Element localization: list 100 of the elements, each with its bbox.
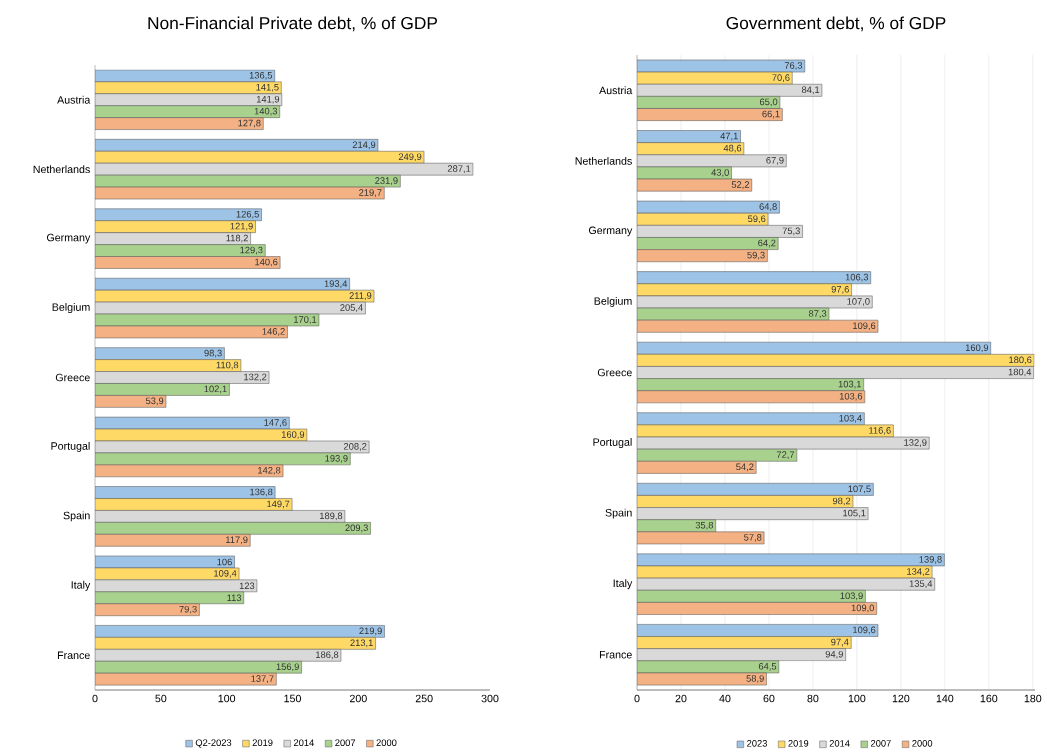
data-label: 156,9 (276, 663, 299, 672)
data-label: 53,9 (145, 397, 164, 406)
data-label: 75,3 (782, 227, 800, 236)
data-label: 59,6 (748, 215, 766, 224)
x-tick-label: 40 (719, 694, 731, 703)
data-label: 79,3 (179, 605, 197, 614)
data-label: 47,1 (720, 132, 738, 141)
data-label: 211,9 (349, 292, 372, 301)
x-tick-label: 300 (481, 694, 499, 703)
data-label: 70,6 (772, 74, 790, 83)
data-label: 132,2 (244, 373, 267, 382)
data-label: 64,8 (759, 203, 777, 212)
data-label: 136,5 (249, 72, 273, 80)
bar (95, 220, 256, 233)
y-tick-label: Greece (55, 373, 90, 382)
data-label: 149,7 (267, 500, 290, 509)
data-label: 193,9 (325, 455, 348, 463)
data-label: 214,9 (352, 141, 376, 150)
data-label: 103,6 (839, 392, 863, 401)
x-tick-label: 100 (848, 694, 866, 703)
x-tick-label: 0 (92, 694, 98, 703)
data-label: 141,5 (256, 84, 279, 92)
y-tick-label: Germany (46, 233, 91, 244)
data-label: 103,1 (838, 380, 861, 389)
bar (95, 672, 277, 686)
data-label: 97,6 (831, 286, 849, 294)
data-label: 135,4 (909, 580, 933, 589)
y-tick-label: France (599, 651, 632, 659)
legend-label: 2000 (912, 740, 933, 747)
data-label: 109,0 (851, 604, 875, 613)
data-label: 160,9 (965, 344, 989, 353)
data-label: 189,8 (319, 512, 343, 521)
data-label: 52,2 (731, 181, 750, 190)
data-label: 58,9 (746, 675, 764, 683)
bar (95, 534, 251, 547)
data-label: 109,4 (214, 570, 237, 578)
y-tick-label: Italy (613, 579, 633, 590)
data-label: 146,2 (262, 328, 285, 336)
data-label: 109,6 (853, 626, 876, 635)
x-tick-label: 0 (634, 694, 640, 703)
x-tick-label: 50 (155, 694, 167, 703)
data-label: 132,9 (904, 439, 927, 447)
data-label: 57,8 (744, 534, 762, 542)
x-tick-label: 20 (675, 694, 687, 703)
y-tick-label: Austria (599, 86, 633, 95)
data-label: 102,1 (204, 385, 227, 394)
x-tick-label: 180 (1024, 694, 1042, 703)
y-tick-label: Germany (588, 226, 633, 237)
data-label: 117,9 (226, 536, 248, 545)
data-label: 142,8 (258, 467, 281, 475)
data-label: 76,3 (784, 62, 803, 70)
data-label: 65,0 (759, 98, 778, 107)
data-label: 106,3 (845, 273, 869, 282)
chart-title: Non-Financial Private debt, % of GDP (148, 16, 438, 32)
x-tick-label: 150 (284, 694, 301, 703)
data-label: 140,6 (255, 258, 278, 267)
chart-title: Government debt, % of GDP (726, 16, 946, 32)
bar (95, 510, 346, 523)
data-label: 147,6 (264, 419, 287, 427)
y-tick-label: Netherlands (33, 165, 90, 174)
data-label: 35,8 (695, 521, 714, 530)
data-label: 87,3 (808, 310, 827, 318)
bar (95, 151, 425, 164)
y-tick-label: Spain (63, 511, 90, 522)
legend-label: 2007 (335, 739, 356, 747)
x-tick-label: 200 (349, 694, 367, 703)
data-label: 97,4 (831, 638, 849, 647)
data-label: 213,1 (350, 639, 373, 648)
data-label: 94,9 (825, 650, 843, 659)
data-label: 103,9 (840, 592, 863, 601)
legend-label: 2019 (252, 739, 273, 747)
data-label: 287,1 (447, 165, 471, 174)
data-label: 72,7 (776, 451, 795, 460)
x-tick-label: 120 (892, 694, 910, 703)
legend-label: 2000 (376, 739, 397, 747)
legend-label: 2014 (293, 739, 314, 747)
data-label: 98,3 (204, 349, 222, 358)
data-label: 118,2 (226, 234, 248, 243)
data-label: 127,8 (238, 119, 261, 128)
data-label: 134,2 (907, 568, 930, 576)
data-label: 107,0 (847, 298, 870, 306)
bar (95, 649, 342, 662)
data-label: 110,8 (216, 361, 239, 370)
data-label: 141,9 (256, 95, 280, 104)
legend-label: 2014 (829, 740, 850, 747)
x-tick-label: 140 (936, 694, 954, 703)
data-label: 64,2 (758, 239, 776, 248)
legend-label: Q2-2023 (195, 739, 232, 748)
data-label: 137,7 (251, 675, 274, 684)
data-label: 219,7 (359, 189, 382, 197)
data-label: 113 (227, 594, 242, 602)
data-label: 160,9 (281, 431, 305, 439)
x-tick-label: 60 (763, 694, 775, 703)
data-label: 186,8 (316, 651, 339, 660)
y-tick-label: Greece (597, 368, 632, 377)
data-label: 59,3 (747, 251, 765, 260)
data-label: 48,6 (723, 144, 742, 153)
data-label: 54,2 (736, 463, 754, 472)
y-tick-label: Belgium (594, 297, 632, 307)
data-label: 249,9 (398, 153, 422, 162)
